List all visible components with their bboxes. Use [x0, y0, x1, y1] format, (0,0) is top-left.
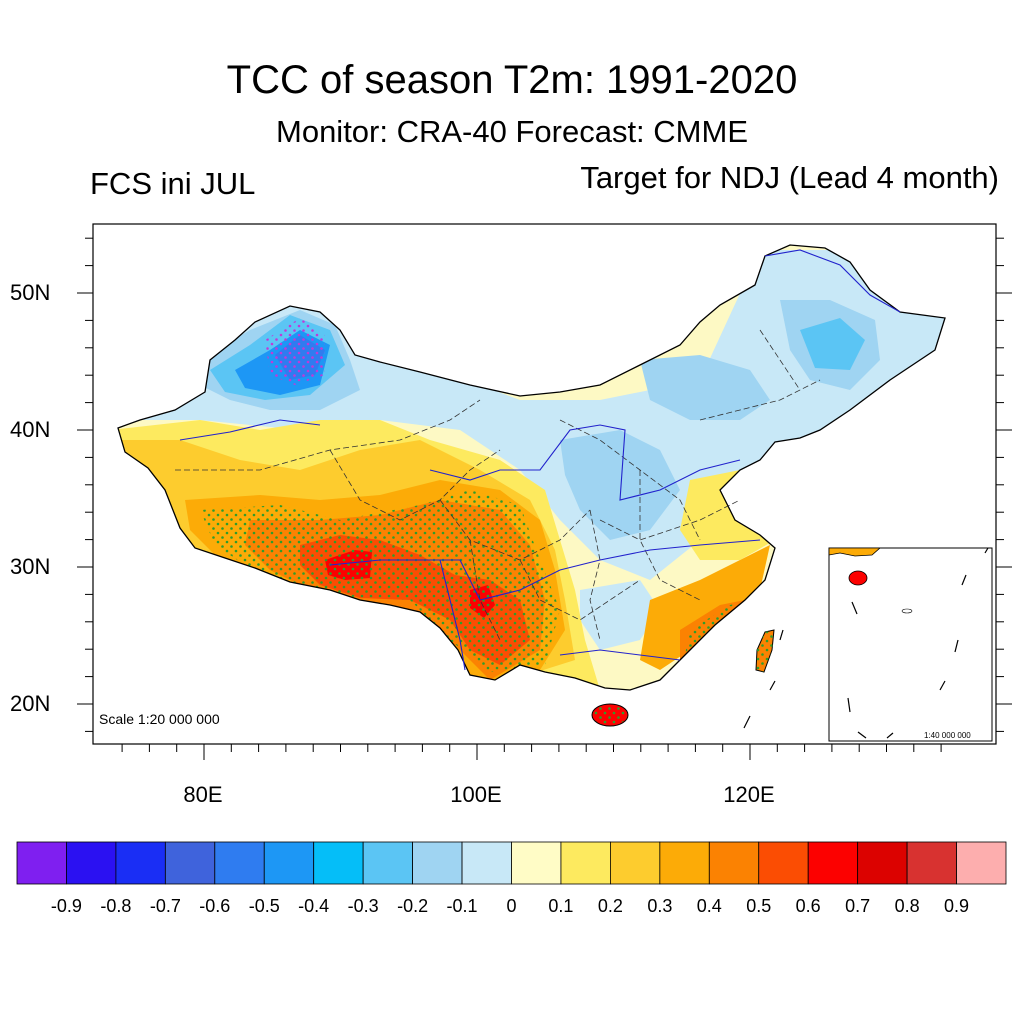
colorbar-tick-label: 0.6: [795, 896, 821, 916]
colorbar-swatch: [313, 841, 364, 885]
inset-scale-label: 1:40 000 000: [924, 731, 971, 740]
colorbar-tick-label: 0.9: [944, 896, 970, 916]
colorbar-swatch: [659, 841, 710, 885]
colorbar-swatch: [461, 841, 512, 885]
colorbar-tick-label: 0: [506, 896, 517, 916]
colorbar-swatch: [807, 841, 859, 885]
colorbar-tick-label: 0.2: [597, 896, 623, 916]
map-title: TCC of season T2m: 1991-2020: [226, 58, 798, 102]
scale-label: Scale 1:20 000 000: [99, 711, 220, 727]
lat-label-20n: 20N: [10, 691, 51, 716]
rivers: [179, 249, 901, 671]
map-subtitle: Monitor: CRA-40 Forecast: CMME: [276, 114, 748, 149]
heilong-river: [764, 249, 901, 313]
inset-map: [828, 547, 993, 742]
lat-label-50n: 50N: [10, 280, 51, 305]
colorbar-swatch: [906, 841, 957, 885]
pearl-river: [559, 649, 681, 661]
province-boundaries: [175, 329, 821, 641]
colorbar-swatch: [16, 841, 67, 885]
colorbar-tick-label: -0.9: [50, 896, 82, 916]
field-blue-northeast-core: [800, 318, 865, 370]
colorbar-swatch: [115, 841, 166, 885]
inset-reef: [901, 608, 913, 614]
lon-label-120e: 120E: [723, 782, 775, 807]
colorbar-tick-label: 0.7: [845, 896, 871, 916]
significance-stipple-xinjiang: [265, 318, 325, 385]
yangtze-river: [329, 539, 761, 601]
field-orange-southeast: [640, 545, 770, 670]
colorbar-swatch: [560, 841, 611, 885]
taiwan-stipple: [756, 630, 774, 672]
colorbar-swatch: [610, 841, 661, 885]
inset-coast: [829, 548, 881, 557]
initialization-label: FCS ini JUL: [90, 166, 256, 201]
colorbar-swatch: [362, 841, 413, 885]
colorbar-tick-label: -0.7: [149, 896, 181, 916]
colorbar-swatch: [164, 841, 216, 885]
colorbar-swatch: [214, 841, 265, 885]
field-blue-south: [580, 580, 660, 650]
target-label: Target for NDJ (Lead 4 month): [580, 160, 999, 195]
axis-ticks: [77, 237, 1012, 760]
colorbar-tick-label: -0.8: [100, 896, 132, 916]
colorbar-swatch: [263, 841, 315, 885]
colorbar-swatch: [956, 841, 1007, 885]
nine-dash-line: [847, 548, 989, 739]
tarim-river: [179, 419, 321, 441]
hainan-stipple: [593, 705, 627, 725]
colorbar-swatch: [857, 841, 908, 885]
lat-label-40n: 40N: [10, 417, 51, 442]
colorbar-tick-label: -0.6: [199, 896, 231, 916]
inset-hainan: [848, 570, 868, 586]
colorbar: [16, 841, 1007, 885]
colorbar-tick-label: -0.5: [248, 896, 280, 916]
mekong-river: [439, 559, 466, 671]
lon-label-100e: 100E: [450, 782, 502, 807]
colorbar-tick-label: 0.4: [696, 896, 722, 916]
colorbar-swatch: [412, 841, 463, 885]
colorbar-tick-label: -0.1: [446, 896, 478, 916]
colorbar-tick-label: -0.4: [298, 896, 330, 916]
field-blue-central: [560, 430, 680, 540]
colorbar-swatch: [708, 841, 760, 885]
colorbar-tick-label: -0.2: [397, 896, 429, 916]
colorbar-tick-label: 0.8: [894, 896, 920, 916]
colorbar-swatch: [511, 841, 562, 885]
significance-stipple-southwest: [200, 490, 560, 672]
colorbar-tick-label: 0.1: [548, 896, 574, 916]
lon-label-80e: 80E: [183, 782, 223, 807]
lat-label-30n: 30N: [10, 554, 51, 579]
china-boundary: [117, 244, 946, 691]
yellow-river: [429, 424, 741, 501]
colorbar-tick-label: 0.3: [647, 896, 673, 916]
colorbar-tick-label: -0.3: [347, 896, 379, 916]
main-dash-lines: [743, 629, 784, 729]
colorbar-tick-label: 0.5: [746, 896, 772, 916]
colorbar-swatch: [66, 841, 117, 885]
colorbar-swatch: [758, 841, 809, 885]
field-blue-inner-mongolia: [640, 355, 770, 420]
